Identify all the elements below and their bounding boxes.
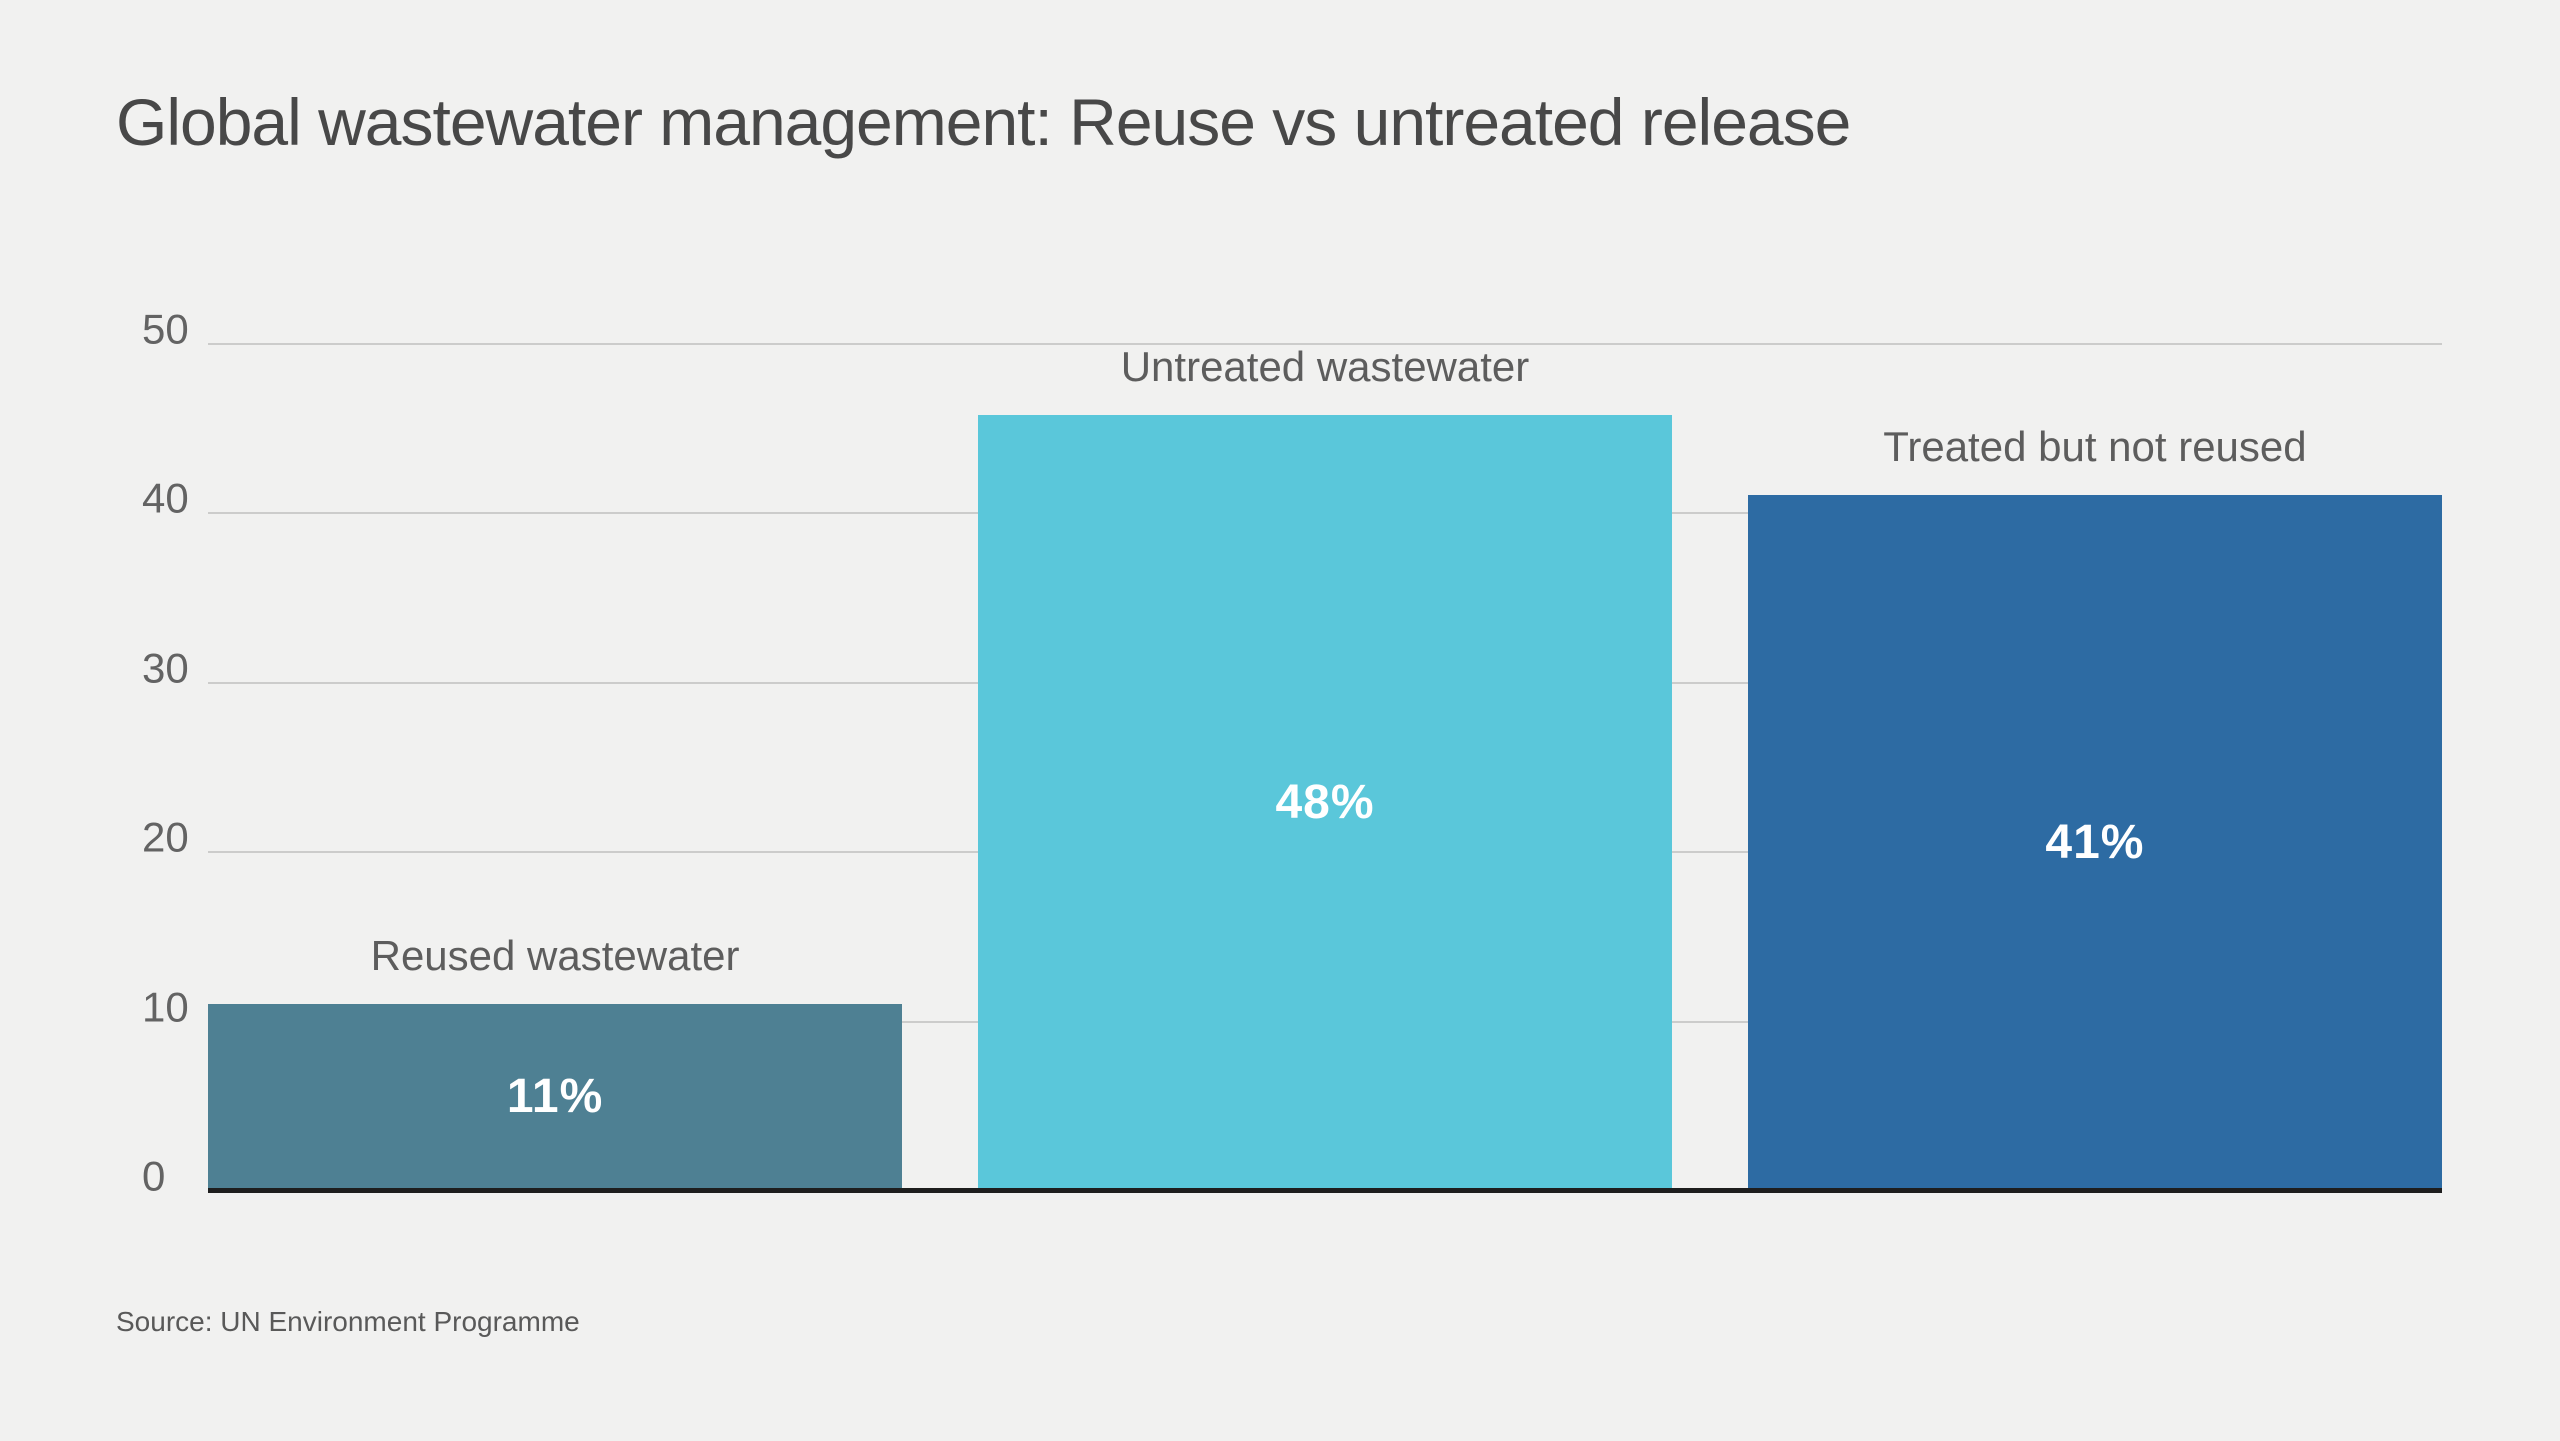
source-note: Source: UN Environment Programme [116,1306,580,1337]
y-axis-tick-label: 40 [142,474,189,522]
bar-treated-not-reused: 41% [1747,495,2442,1190]
bar-untreated-wastewater: 48% [977,415,1673,1190]
bars-container: Reused wastewater 11% Untreated wastewat… [208,343,2442,1190]
y-axis-tick-label: 50 [142,305,189,353]
y-axis-tick-label: 0 [142,1152,166,1200]
chart-title: Global wastewater management: Reuse vs u… [116,85,1851,159]
bar-group-reused-wastewater: Reused wastewater 11% [208,343,903,1190]
bar-category-label: Untreated wastewater [1120,343,1530,390]
y-axis-tick-label: 30 [142,644,189,692]
bar-group-treated-not-reused: Treated but not reused 41% [1747,343,2442,1190]
bar-reused-wastewater: 11% [208,1003,903,1190]
bar-value-label: 41% [2045,816,2145,870]
x-axis-line [208,1188,2442,1193]
gridline [208,343,2442,345]
bar-value-label: 48% [1275,776,1375,829]
y-axis-tick-label: 10 [142,983,189,1031]
bar-value-label: 11% [506,1070,604,1124]
y-axis-tick-label: 20 [142,813,189,861]
y-axis: 0 10 20 30 40 50 [142,308,206,1197]
bar-category-label: Treated but not reused [1883,423,2307,471]
bar-category-label: Reused wastewater [370,931,740,979]
bar-group-untreated-wastewater: Untreated wastewater 48% [977,343,1673,1190]
plot-area: Reused wastewater 11% Untreated wastewat… [208,343,2442,1193]
